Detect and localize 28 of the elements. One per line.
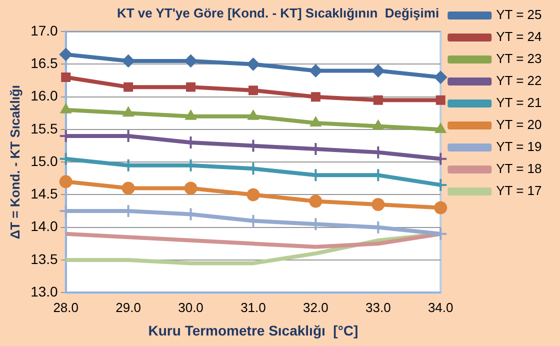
legend-label: YT = 23 [496,51,542,66]
y-tick-label: 17.0 [30,22,58,38]
y-tick-label: 13.0 [30,283,58,300]
legend-label: YT = 18 [496,161,542,176]
x-tick-label: 34.0 [428,300,454,315]
y-tick-label: 16.5 [30,55,58,72]
legend-label: YT = 19 [496,139,542,154]
legend-label: YT = 24 [496,29,542,44]
x-tick-label: 28.0 [53,300,79,315]
y-tick-label: 13.5 [30,250,58,267]
y-tick-label: 14.0 [30,218,58,234]
x-tick-label: 30.0 [178,300,204,315]
x-tick-label: 32.0 [303,300,328,315]
legend-label: YT = 17 [496,183,542,198]
legend-label: YT = 21 [496,95,542,110]
x-tick-label: 29.0 [116,300,141,315]
y-axis-title: ΔT = Kond. - KT Sıcaklığı [7,85,22,240]
chart-title: KT ve YT'ye Göre [Kond. - KT] Sıcaklığının Değişimi [116,5,440,20]
x-axis-title: Kuru Termometre Sıcaklığı [°C] [148,322,358,338]
y-tick-label: 15.5 [30,120,58,136]
legend-label: YT = 25 [496,7,542,22]
legend-label: YT = 22 [496,73,542,88]
x-tick-label: 31.0 [240,300,266,315]
legend-label: YT = 20 [496,117,542,132]
y-tick-label: 14.5 [30,186,58,202]
y-tick-label: 16.0 [30,88,58,104]
y-tick-label: 15.0 [30,152,58,169]
x-tick-label: 33.0 [365,300,391,315]
